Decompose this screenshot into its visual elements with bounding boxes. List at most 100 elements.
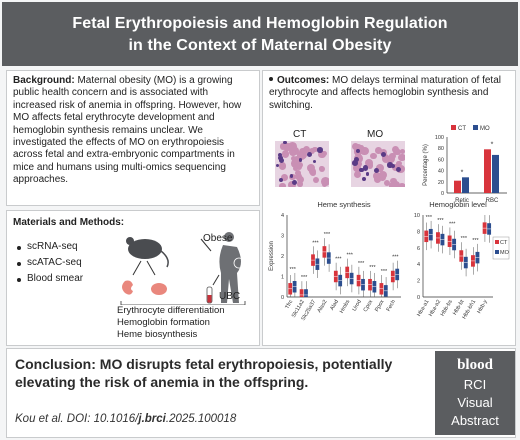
arrow-icon xyxy=(212,274,220,286)
micrograph-cell xyxy=(278,161,287,170)
micrograph-cell xyxy=(382,153,390,161)
outcomes-label: Outcomes: xyxy=(277,75,330,86)
bullet-icon xyxy=(269,77,273,81)
significance-label: *** xyxy=(324,232,331,238)
methods-panel: Materials and Methods: scRNA-seq scATAC-… xyxy=(6,210,260,346)
micrograph-cell xyxy=(398,153,405,162)
x-tick-label: Hmbs xyxy=(339,299,352,315)
significance-label: *** xyxy=(289,267,296,273)
significance-label: * xyxy=(491,141,494,148)
micrograph-cell xyxy=(392,164,400,172)
micrograph-cell xyxy=(399,148,405,154)
micrograph-cell xyxy=(356,160,362,167)
methods-item: scATAC-seq xyxy=(17,257,83,273)
micrograph-cell xyxy=(281,150,290,158)
x-tick-label: Fech xyxy=(386,299,397,313)
background-text: Background: Maternal obesity (MO) is a g… xyxy=(13,75,253,187)
y-tick-label: 4 xyxy=(281,213,284,219)
micrograph-nucleus xyxy=(396,166,402,172)
title-line-1: Fetal Erythropoiesis and Hemoglobin Regu… xyxy=(72,15,448,32)
citation: Kou et al. DOI: 10.1016/j.brci.2025.1000… xyxy=(15,413,236,425)
y-tick-label: 10 xyxy=(414,213,420,219)
outcomes-body: MO delays terminal maturation of fetal e… xyxy=(269,75,501,111)
significance-label: *** xyxy=(437,218,444,224)
significance-label: *** xyxy=(381,269,388,275)
micrograph-cell xyxy=(391,181,401,187)
y-axis-label: Percentage (%) xyxy=(423,144,429,186)
micrograph-cell xyxy=(281,174,289,182)
micrograph-cell xyxy=(391,145,399,153)
micrograph-nucleus xyxy=(373,167,379,173)
conclusion-label: Conclusion: xyxy=(15,356,96,372)
micrograph-nucleus xyxy=(278,178,283,183)
micrograph-nucleus xyxy=(390,163,395,169)
x-tick-label: Hbb-y xyxy=(476,299,489,315)
significance-label: *** xyxy=(449,221,456,227)
background-panel: Background: Maternal obesity (MO) is a g… xyxy=(6,70,260,206)
title-banner: Fetal Erythropoiesis and Hemoglobin Regu… xyxy=(2,2,518,66)
methods-item: scRNA-seq xyxy=(17,241,83,257)
blood-logo: blood xyxy=(457,357,493,373)
micrograph-nucleus xyxy=(362,165,369,171)
significance-label: *** xyxy=(392,255,399,261)
micrograph-mo xyxy=(351,141,405,187)
title-line-2: in the Context of Maternal Obesity xyxy=(128,37,392,54)
micrograph-cell xyxy=(307,164,315,173)
micrograph-cell xyxy=(365,158,374,167)
box xyxy=(299,289,304,297)
bar xyxy=(492,154,499,193)
micrograph-cell xyxy=(318,150,327,159)
micrograph-nucleus xyxy=(361,176,366,181)
significance-label: *** xyxy=(426,215,433,221)
methods-title: Materials and Methods: xyxy=(13,217,125,228)
conclusion-text: Conclusion: MO disrupts fetal erythropoi… xyxy=(15,355,415,391)
micrograph-nucleus xyxy=(317,147,323,153)
chart-title: Hemoglobin level xyxy=(429,200,487,209)
micrograph-cell xyxy=(291,147,299,155)
micrograph-ct-label: CT xyxy=(293,129,307,140)
obese-label: Obese xyxy=(203,233,233,244)
micrograph-cell xyxy=(312,146,319,153)
bar xyxy=(462,177,469,193)
micrograph-cell xyxy=(389,182,397,187)
mouse-icon xyxy=(126,237,169,268)
y-tick-label: 0 xyxy=(417,295,420,301)
micrograph-nucleus xyxy=(356,149,361,154)
conclusion-panel: Conclusion: MO disrupts fetal erythropoi… xyxy=(6,348,516,438)
micrograph-cell xyxy=(396,160,402,167)
micrograph-nucleus xyxy=(298,158,303,162)
significance-label: *** xyxy=(358,261,365,267)
brand-line-3: Abstract xyxy=(451,413,499,428)
y-tick-label: 60 xyxy=(438,157,444,163)
significance-label: * xyxy=(461,169,464,176)
micrograph-ct xyxy=(275,141,329,187)
background-label: Background: xyxy=(13,75,75,86)
chart-title: Heme synthesis xyxy=(317,200,371,209)
arrow-icon xyxy=(132,260,142,276)
y-tick-label: 4 xyxy=(417,262,420,268)
micrograph-cell xyxy=(296,176,304,184)
methods-list: scRNA-seq scATAC-seq Blood smear xyxy=(17,241,83,289)
micrograph-cell xyxy=(360,146,369,156)
arrow-icon xyxy=(146,260,156,276)
micrograph-cell xyxy=(398,182,405,187)
y-tick-label: 1 xyxy=(281,275,284,281)
micrograph-cell xyxy=(310,170,316,176)
micrograph-nucleus xyxy=(351,160,358,166)
significance-label: *** xyxy=(301,275,308,281)
legend-swatch-mo xyxy=(473,125,478,130)
kidney-icon xyxy=(122,280,133,295)
journal-brand-badge: blood RCI Visual Abstract xyxy=(435,351,515,435)
micrograph-nucleus xyxy=(306,152,313,158)
x-tick-label: Retic xyxy=(455,198,469,204)
micrograph-cell xyxy=(292,165,298,171)
legend-swatch-ct xyxy=(451,125,456,130)
micrograph-nucleus xyxy=(359,167,364,173)
x-tick-label: Alad xyxy=(329,299,340,312)
micrograph-cell xyxy=(308,147,315,154)
micrograph-cell xyxy=(358,144,365,151)
legend-swatch-ct xyxy=(495,240,499,244)
micrograph-cell xyxy=(318,165,326,173)
